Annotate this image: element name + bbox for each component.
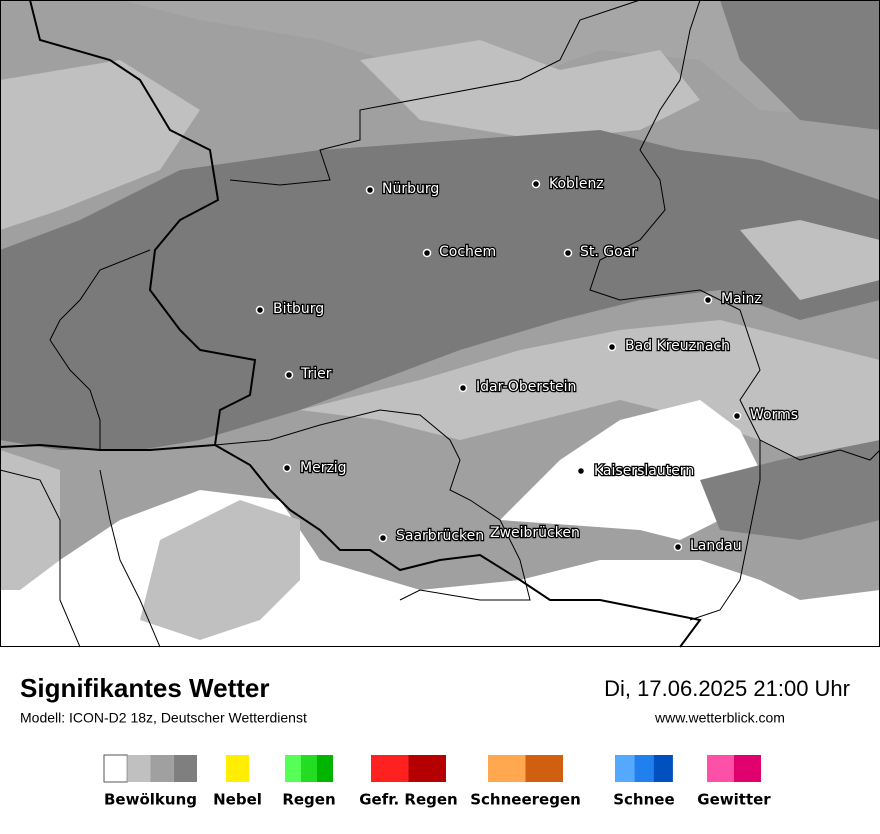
city-dot (365, 185, 375, 195)
map (0, 0, 880, 648)
cloud-light (300, 320, 880, 470)
city-label: Zweibrücken (490, 525, 580, 541)
city-label: Idar-Oberstein (476, 379, 576, 395)
legend-swatch (103, 754, 128, 783)
legend-label: Regen (282, 791, 335, 809)
legend-swatch (634, 755, 654, 782)
city-dot (563, 248, 573, 258)
datetime: Di, 17.06.2025 21:00 Uhr (604, 676, 850, 701)
cloud-light (140, 500, 300, 640)
city-label: Saarbrücken (396, 528, 484, 544)
city-dot (531, 179, 541, 189)
region-border (49, 249, 151, 450)
city-dot (607, 342, 617, 352)
city-dot (458, 383, 468, 393)
cloud-light (0, 450, 60, 590)
cloud-light (360, 40, 700, 140)
city-label: Worms (750, 407, 798, 423)
footer: Signifikantes Wetter Modell: ICON-D2 18z… (20, 673, 850, 726)
legend-swatch (150, 755, 174, 782)
legend-label: Bewölkung (104, 791, 197, 809)
region-border (214, 409, 531, 601)
cloud-light (0, 60, 200, 230)
city-label: St. Goar (580, 244, 637, 260)
city-dot (576, 466, 586, 476)
city-label: Mainz (721, 291, 762, 307)
legend-swatch (488, 755, 526, 782)
website: www.wetterblick.com (654, 710, 785, 726)
city-dot (732, 411, 742, 421)
legend-swatch (408, 755, 446, 782)
region-border (229, 0, 641, 186)
legend-swatch (127, 755, 151, 782)
model-info: Modell: ICON-D2 18z, Deutscher Wetterdie… (20, 710, 307, 726)
cloud-light (740, 220, 880, 300)
legend-swatch (226, 755, 249, 782)
legend-swatch (615, 755, 635, 782)
region-border (589, 0, 761, 621)
legend-swatch (285, 755, 301, 782)
title: Signifikantes Wetter (20, 673, 269, 703)
region-border (99, 469, 161, 648)
legend-swatch (734, 755, 761, 782)
city-label: Merzig (300, 460, 347, 476)
city-dot (284, 370, 294, 380)
city-label: Bitburg (273, 301, 324, 317)
legend-label: Nebel (213, 791, 262, 809)
legend-swatch (301, 755, 317, 782)
city-label: Bad Kreuznach (625, 338, 730, 354)
country-border (0, 0, 257, 451)
city-label: Kaiserslautern (594, 463, 694, 479)
city-label: Nürburg (382, 181, 439, 197)
city-label: Trier (300, 366, 332, 382)
legend-swatch (525, 755, 563, 782)
city-dot (422, 248, 432, 258)
legend-swatch (707, 755, 734, 782)
city-dot (673, 542, 683, 552)
legend: Bewölkung Nebel Regen Gefr. Regen Schneerege… (103, 754, 771, 809)
legend-swatch (653, 755, 673, 782)
city-labels: Nürburg Koblenz Cochem St. Goar Bitburg … (255, 175, 799, 555)
region-border (0, 469, 81, 648)
legend-label: Gewitter (697, 791, 771, 809)
legend-swatch (371, 755, 409, 782)
city-dot (282, 463, 292, 473)
city-label: Cochem (439, 244, 496, 260)
legend-label: Schnee (613, 791, 674, 809)
city-dot (378, 533, 388, 543)
cloud-free (500, 400, 760, 540)
city-label: Landau (690, 538, 742, 554)
legend-swatch (173, 755, 197, 782)
cloud-dark (0, 130, 880, 450)
legend-swatch (317, 755, 333, 782)
region-border (759, 439, 880, 461)
cloud-dark (720, 0, 880, 130)
country-border (214, 444, 702, 648)
legend-label: Gefr. Regen (359, 791, 458, 809)
city-label: Koblenz (549, 176, 604, 192)
city-dot (703, 295, 713, 305)
city-dot (255, 305, 265, 315)
cloud-dark (700, 440, 880, 540)
legend-label: Schneeregen (470, 791, 581, 809)
